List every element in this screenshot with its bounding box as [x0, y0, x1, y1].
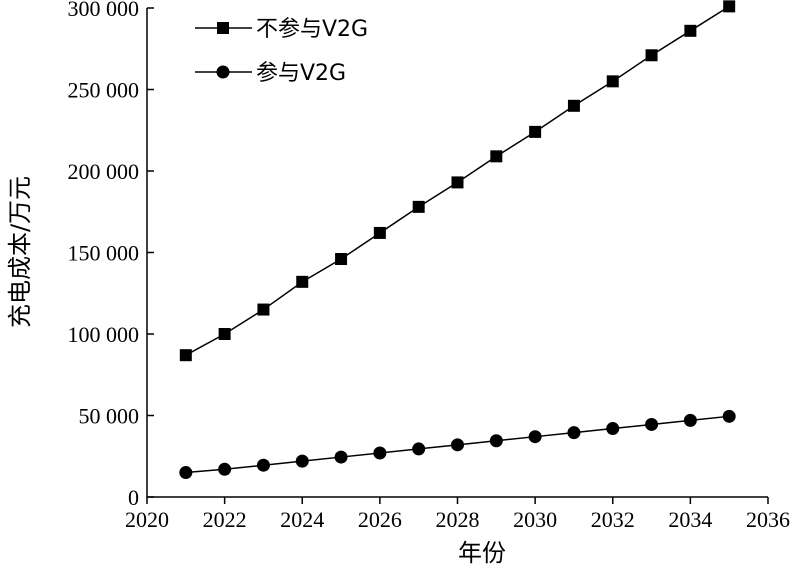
- data-point-circle: [722, 409, 736, 423]
- x-ticks: 2020 2022 2024 2026 2028 2030 2032 2034 2036: [125, 497, 790, 532]
- data-point-circle: [606, 422, 620, 436]
- data-point-circle: [256, 458, 270, 472]
- data-point-circle: [334, 450, 348, 464]
- data-point-square: [296, 275, 309, 288]
- data-point-square: [257, 303, 270, 316]
- data-point-square: [335, 253, 348, 266]
- y-ticks: 0 50 000 100 000 150 000 200 000 250 000 300 0…: [68, 0, 154, 510]
- x-tick-label: 2020: [125, 507, 169, 532]
- legend-item-series-2: 参与V2G: [195, 61, 346, 86]
- legend-marker-square-icon: [217, 22, 229, 34]
- y-tick-label: 300 000: [68, 0, 140, 21]
- data-point-circle: [528, 430, 542, 444]
- legend-marker-circle-icon: [216, 65, 230, 79]
- y-axis-title: 充电成本/万元: [6, 176, 34, 328]
- data-point-circle: [489, 434, 503, 448]
- data-point-square: [684, 24, 697, 37]
- data-point-circle: [412, 442, 426, 456]
- data-point-square: [606, 75, 619, 88]
- x-tick-label: 2024: [280, 507, 324, 532]
- data-point-square: [412, 200, 425, 213]
- x-tick-label: 2036: [746, 507, 790, 532]
- data-point-square: [645, 49, 658, 62]
- data-point-square: [218, 328, 231, 340]
- legend: 不参与V2G 参与V2G: [195, 17, 368, 86]
- data-point-circle: [451, 438, 464, 452]
- x-axis-title: 年份: [458, 539, 506, 567]
- x-tick-label: 2034: [668, 507, 712, 532]
- x-tick-label: 2032: [591, 507, 635, 532]
- data-point-square: [723, 0, 736, 13]
- axes: [146, 8, 768, 498]
- data-point-circle: [218, 462, 232, 476]
- data-point-square: [373, 226, 386, 239]
- x-tick-label: 2028: [436, 507, 480, 532]
- series-layer: [179, 0, 736, 480]
- data-point-square: [567, 99, 580, 112]
- y-tick-label: 250 000: [68, 78, 140, 103]
- x-tick-label: 2026: [358, 507, 402, 532]
- data-point-square: [529, 125, 542, 138]
- data-point-square: [490, 150, 503, 163]
- data-point-circle: [683, 413, 697, 427]
- data-point-square: [179, 349, 192, 362]
- data-point-circle: [567, 426, 581, 440]
- legend-label-series-2: 参与V2G: [256, 61, 346, 86]
- x-tick-label: 2030: [513, 507, 557, 532]
- y-tick-label: 0: [128, 485, 139, 510]
- data-point-circle: [373, 446, 387, 460]
- y-tick-label: 50 000: [79, 404, 140, 429]
- data-point-square: [451, 176, 464, 189]
- x-tick-label: 2022: [203, 507, 247, 532]
- series-1: [179, 0, 736, 362]
- y-tick-label: 150 000: [68, 241, 140, 266]
- data-point-circle: [179, 466, 193, 480]
- legend-item-series-1: 不参与V2G: [195, 17, 368, 42]
- y-tick-label: 100 000: [68, 322, 140, 347]
- data-point-circle: [295, 454, 309, 468]
- data-point-circle: [645, 417, 659, 431]
- y-tick-label: 200 000: [68, 159, 140, 184]
- legend-label-series-1: 不参与V2G: [256, 17, 368, 42]
- series-2: [179, 409, 736, 480]
